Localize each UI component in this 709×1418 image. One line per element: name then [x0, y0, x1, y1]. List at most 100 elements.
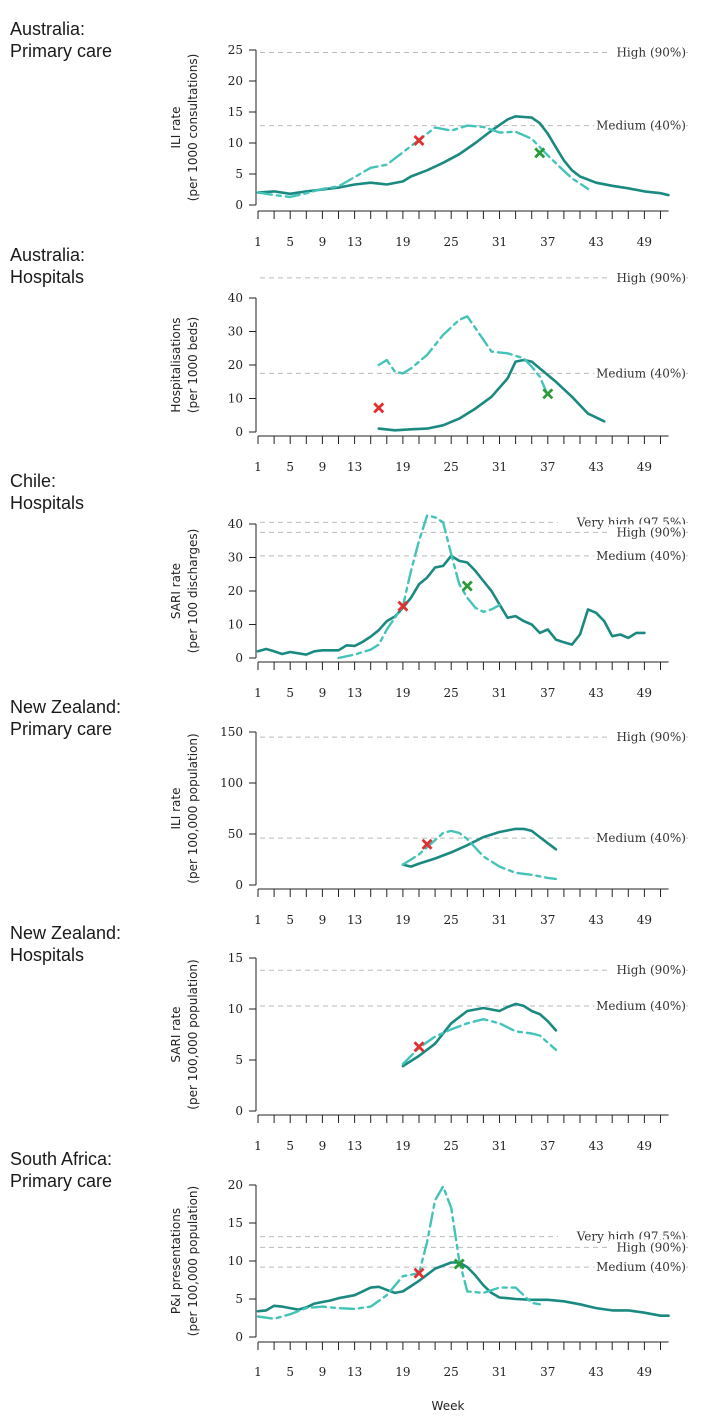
x-tick-label: 5	[286, 235, 294, 249]
threshold-label: Medium (40%)	[596, 999, 686, 1013]
threshold-label-bg	[557, 1228, 686, 1243]
y-tick-label: 20	[228, 74, 243, 88]
y-tick-label: 0	[235, 878, 243, 892]
y-tick-label: 30	[228, 551, 243, 565]
marker-green-cross	[453, 1258, 465, 1270]
x-tick-label: 13	[347, 460, 362, 474]
threshold-label: High (90%)	[616, 963, 686, 977]
y-tick-label: 20	[228, 1178, 243, 1192]
x-tick-label: 31	[492, 1365, 507, 1379]
x-tick-label: 13	[347, 1365, 362, 1379]
series-current-line	[256, 554, 646, 656]
x-tick-label: 1	[254, 460, 262, 474]
x-tick-label: 5	[286, 1365, 294, 1379]
x-tick-label: 19	[395, 235, 410, 249]
threshold-label-bg	[609, 524, 686, 539]
series-comparison-line	[401, 1018, 558, 1066]
threshold-label: Medium (40%)	[596, 119, 686, 133]
y-tick-label: 15	[228, 1216, 243, 1230]
y-axis-title: ILI rate	[169, 788, 183, 830]
y-axis-title: (per 1000 consultations)	[186, 54, 200, 202]
y-tick-label: 0	[235, 1330, 243, 1344]
series-current-line	[401, 827, 558, 868]
x-tick-label: 13	[347, 235, 362, 249]
threshold-label-bg	[594, 1259, 686, 1274]
threshold-label-bg	[594, 547, 686, 562]
y-axis-title: (per 100 discharges)	[186, 529, 200, 654]
x-tick-label: 1	[254, 235, 262, 249]
y-axis-title: SARI rate	[169, 563, 183, 619]
x-tick-label: 43	[588, 686, 603, 700]
y-tick-label: 5	[235, 1292, 243, 1306]
x-tick-label: 13	[347, 913, 362, 927]
series-current-line	[256, 1261, 670, 1317]
threshold-label-bg	[594, 830, 686, 845]
y-tick-label: 10	[228, 1254, 243, 1268]
threshold-label-bg	[609, 729, 686, 744]
x-tick-label: 19	[395, 1139, 410, 1153]
x-tick-label: 5	[286, 913, 294, 927]
marker-red-cross	[413, 1267, 425, 1279]
panel-title: New Zealand:	[10, 697, 122, 717]
x-tick-label: 5	[286, 1139, 294, 1153]
y-tick-label: 5	[235, 167, 243, 181]
y-tick-label: 20	[228, 358, 243, 372]
x-tick-label: 49	[637, 235, 652, 249]
x-tick-label: 43	[588, 913, 603, 927]
x-tick-label: 1	[254, 913, 262, 927]
threshold-label-bg	[609, 962, 686, 977]
marker-green-cross	[534, 147, 546, 159]
x-tick-label: 9	[319, 1365, 327, 1379]
marker-red-cross	[373, 402, 385, 414]
y-axis-title: Hospitalisations	[169, 317, 183, 412]
y-tick-label: 40	[228, 291, 243, 305]
series-comparison-line	[256, 1185, 541, 1321]
x-tick-label: 19	[395, 460, 410, 474]
x-tick-label: 19	[395, 913, 410, 927]
panel-title: Primary care	[10, 719, 113, 739]
y-tick-label: 25	[228, 43, 243, 57]
threshold-label: High (90%)	[616, 730, 686, 744]
x-tick-label: 25	[444, 1365, 459, 1379]
marker-red-cross	[413, 1041, 425, 1053]
series-comparison-line	[256, 124, 590, 199]
x-tick-label: 31	[492, 1139, 507, 1153]
threshold-label: High (90%)	[616, 1240, 686, 1254]
panel-title: Australia:	[10, 245, 86, 265]
y-axis-title: (per 1000 beds)	[186, 317, 200, 413]
x-tick-label: 25	[444, 235, 459, 249]
y-tick-label: 100	[220, 776, 243, 790]
series-current-line	[256, 115, 670, 197]
x-tick-label: 49	[637, 1365, 652, 1379]
x-tick-label: 43	[588, 235, 603, 249]
y-tick-label: 15	[228, 105, 243, 119]
series-current-line	[377, 358, 606, 432]
panel-title: Hospitals	[10, 945, 85, 965]
x-tick-label: 25	[444, 913, 459, 927]
y-tick-label: 0	[235, 651, 243, 665]
y-tick-label: 0	[235, 198, 243, 212]
x-tick-label: 9	[319, 1139, 327, 1153]
y-tick-label: 10	[228, 618, 243, 632]
panel-title: Australia:	[10, 19, 86, 39]
x-tick-label: 49	[637, 460, 652, 474]
x-tick-label: 37	[540, 686, 555, 700]
x-tick-label: 37	[540, 1365, 555, 1379]
x-tick-label: 31	[492, 235, 507, 249]
y-tick-label: 15	[228, 951, 243, 965]
y-tick-label: 10	[228, 1002, 243, 1016]
threshold-label-bg	[594, 365, 686, 380]
y-tick-label: 5	[235, 1053, 243, 1067]
x-tick-label: 1	[254, 1365, 262, 1379]
threshold-label: High (90%)	[616, 271, 686, 285]
y-tick-label: 40	[228, 517, 243, 531]
marker-red-cross	[421, 838, 433, 850]
x-tick-label: 5	[286, 686, 294, 700]
threshold-label-bg	[609, 44, 686, 59]
threshold-label: Medium (40%)	[596, 1260, 686, 1274]
x-tick-label: 37	[540, 913, 555, 927]
x-tick-label: 43	[588, 460, 603, 474]
x-tick-label: 43	[588, 1365, 603, 1379]
x-tick-label: 1	[254, 1139, 262, 1153]
x-tick-label: 5	[286, 460, 294, 474]
